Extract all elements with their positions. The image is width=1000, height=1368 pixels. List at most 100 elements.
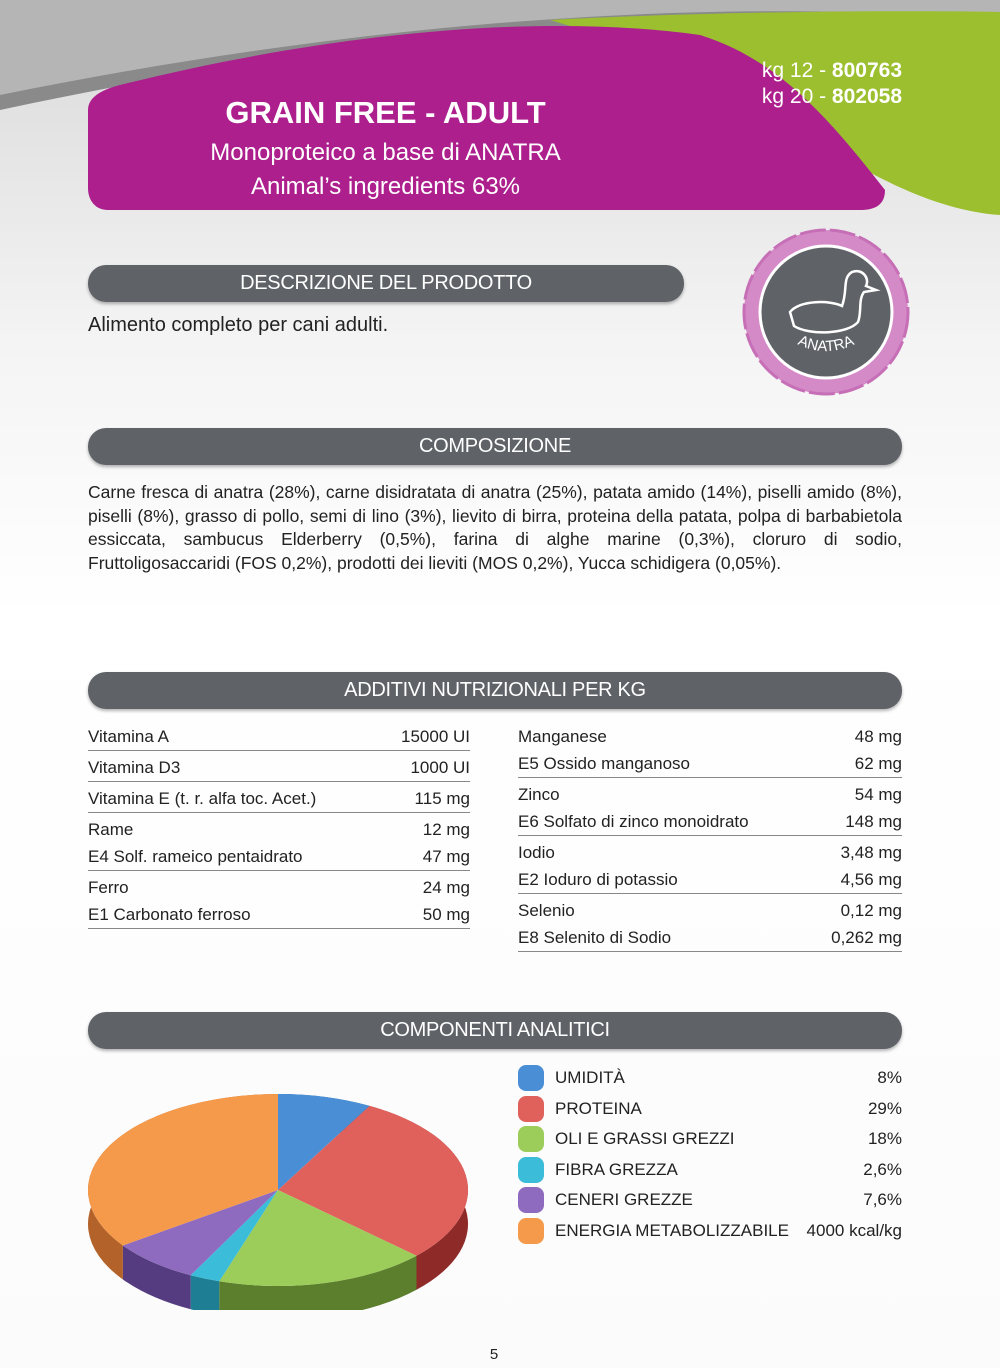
- component: OLI E GRASSI GREZZI: [555, 1129, 735, 1149]
- table-row: E5 Ossido manganoso 62 mg: [518, 750, 902, 777]
- nutrient: Ferro: [88, 878, 129, 897]
- table-row: Iodio 3,48 mg: [518, 839, 902, 866]
- section-heading: COMPONENTI ANALITICI: [88, 1012, 902, 1049]
- component-value: 4000 kcal/kg: [806, 1221, 902, 1240]
- row-group: Selenio 0,12 mg E8 Selenito di Sodio 0,262 …: [518, 894, 902, 952]
- header: GRAIN FREE - ADULT Monoproteico a base d…: [88, 95, 683, 201]
- legend-row: PROTEINA 29%: [518, 1095, 902, 1122]
- nutrient: Iodio: [518, 843, 555, 862]
- amount: 62 mg: [854, 754, 902, 773]
- badge: [742, 228, 910, 396]
- table-row: Selenio 0,12 mg: [518, 897, 902, 924]
- section-heading: DESCRIZIONE DEL PRODOTTO: [88, 265, 684, 302]
- amount: 24 mg: [422, 878, 470, 897]
- code-line: kg 20 - 802058: [762, 84, 902, 110]
- pie-slice: [88, 1094, 278, 1246]
- size: kg 12 -: [761, 59, 832, 82]
- amount: 50 mg: [422, 905, 470, 924]
- pie-slice: [278, 1105, 468, 1256]
- table-row: Rame 12 mg: [88, 816, 470, 843]
- pie-slice: [122, 1190, 279, 1276]
- component-value: 29%: [867, 1098, 902, 1118]
- nutrient: E5 Ossido manganoso: [518, 754, 690, 773]
- description: Alimento completo per cani adulti.: [88, 314, 389, 336]
- nutrient: Vitamina D3: [88, 758, 181, 777]
- table-row: Vitamina D3 1000 UI: [88, 754, 470, 781]
- nutrient: Selenio: [518, 901, 575, 920]
- code: 800763: [831, 59, 902, 82]
- pie-side: [219, 1255, 417, 1310]
- amount: 12 mg: [422, 820, 470, 839]
- code-line: kg 12 - 800763: [762, 58, 902, 84]
- row-group: Vitamina A 15000 UI: [88, 720, 470, 751]
- component: ENERGIA METABOLIZZABILE: [555, 1221, 789, 1240]
- table-row: E4 Solf. rameico pentaidrato 47 mg: [88, 843, 470, 870]
- amount: 4,56 mg: [840, 870, 902, 889]
- legend-row: CENERI GREZZE 7,6%: [518, 1187, 902, 1214]
- table-row: Zinco 54 mg: [518, 781, 902, 808]
- table-row: Vitamina E (t. r. alfa toc. Acet.) 115 mg: [88, 785, 470, 812]
- legend-row: ENERGIA METABOLIZZABILE 4000 kcal/kg: [518, 1218, 902, 1244]
- component: UMIDITÀ: [555, 1068, 625, 1087]
- table-row: E1 Carbonato ferroso 50 mg: [88, 901, 470, 928]
- legend-row: FIBRA GREZZA 2,6%: [518, 1156, 902, 1183]
- subtitle: Monoproteico a base di ANATRA: [210, 139, 561, 166]
- nutrient: Manganese: [518, 727, 607, 746]
- table-row: E6 Solfato di zinco monoidrato 148 mg: [518, 808, 902, 835]
- table-row: Manganese 48 mg: [518, 723, 902, 750]
- amount: 3,48 mg: [840, 843, 902, 862]
- component-value: 18%: [867, 1129, 902, 1149]
- amount: 15000 UI: [401, 727, 470, 746]
- component-value: 7,6%: [863, 1190, 902, 1210]
- component: FIBRA GREZZA: [555, 1159, 678, 1179]
- swatch: [518, 1065, 544, 1091]
- row-group: Vitamina E (t. r. alfa toc. Acet.) 115 mg: [88, 782, 470, 813]
- legend-row: OLI E GRASSI GREZZI 18%: [518, 1126, 902, 1153]
- legend-row: UMIDITÀ 8%: [518, 1065, 902, 1091]
- nutrient: E8 Selenito di Sodio: [518, 928, 672, 947]
- page-number: 5: [489, 1346, 499, 1363]
- amount: 48 mg: [854, 727, 902, 746]
- pie-slice: [278, 1094, 370, 1190]
- size: kg 20 -: [761, 85, 832, 108]
- row-group: Manganese 48 mg E5 Ossido manganoso 62 mg: [518, 720, 902, 778]
- table-row: E2 Ioduro di potassio 4,56 mg: [518, 866, 902, 893]
- nutrient: E1 Carbonato ferroso: [88, 905, 251, 924]
- amount: 0,12 mg: [840, 901, 902, 920]
- subtitle: Animal’s ingredients 63%: [250, 173, 521, 200]
- pie-chart: [88, 1094, 469, 1310]
- section-heading: ADDITIVI NUTRIZIONALI PER KG: [88, 672, 902, 709]
- amount: 148 mg: [845, 812, 902, 831]
- row-group: Ferro 24 mg E1 Carbonato ferroso 50 mg: [88, 871, 470, 929]
- top-swoosh-light: [0, 0, 1000, 95]
- swatch: [518, 1187, 544, 1214]
- composition: Carne fresca di anatra (28%), carne disi…: [88, 482, 902, 573]
- nutrient: Vitamina A: [88, 727, 169, 746]
- row-group: Zinco 54 mg E6 Solfato di zinco monoidrato…: [518, 778, 902, 836]
- nutrient: E4 Solf. rameico pentaidrato: [88, 847, 303, 866]
- pie-slice: [190, 1190, 278, 1282]
- nutrient: Vitamina E (t. r. alfa toc. Acet.): [88, 789, 317, 808]
- component: CENERI GREZZE: [555, 1190, 693, 1210]
- nutrient: E2 Ioduro di potassio: [518, 870, 678, 889]
- nutrient: E6 Solfato di zinco monoidrato: [518, 812, 749, 831]
- codes: kg 12 - 800763 kg 20 - 802058: [762, 58, 902, 110]
- swatch: [518, 1126, 544, 1153]
- section-heading: COMPOSIZIONE: [88, 428, 902, 465]
- nutrient: Rame: [88, 820, 134, 839]
- component-value: 8%: [877, 1068, 902, 1087]
- pie-side: [190, 1275, 220, 1310]
- swatch: [518, 1095, 544, 1122]
- table-row: E8 Selenito di Sodio 0,262 mg: [518, 924, 902, 951]
- additives-right: Manganese 48 mg E5 Ossido manganoso 62 mg Zi…: [518, 720, 902, 952]
- swatch: [518, 1156, 544, 1183]
- row-group: Vitamina D3 1000 UI: [88, 751, 470, 782]
- amount: 54 mg: [854, 785, 902, 804]
- component-value: 2,6%: [863, 1159, 902, 1179]
- amount: 47 mg: [422, 847, 470, 866]
- swatch: [518, 1218, 544, 1244]
- pie-slice: [219, 1190, 417, 1286]
- row-group: Iodio 3,48 mg E2 Ioduro di potassio 4,56 mg: [518, 836, 902, 894]
